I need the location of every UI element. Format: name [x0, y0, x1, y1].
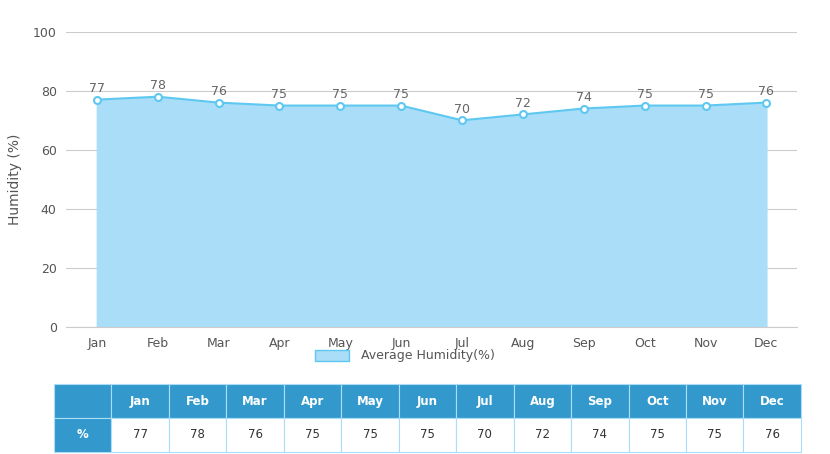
Text: 70: 70: [477, 428, 492, 441]
Text: 78: 78: [149, 79, 166, 92]
Text: Jan: Jan: [129, 395, 150, 408]
Bar: [744, 418, 801, 452]
Bar: [686, 384, 744, 418]
Text: 75: 75: [650, 428, 665, 441]
Bar: [571, 384, 628, 418]
Bar: [514, 384, 571, 418]
Text: 75: 75: [697, 88, 714, 101]
Bar: [628, 418, 686, 452]
Bar: [398, 418, 456, 452]
Bar: [457, 384, 514, 418]
Text: 70: 70: [454, 103, 470, 116]
Bar: [514, 418, 571, 452]
Text: 77: 77: [89, 82, 105, 95]
Text: 78: 78: [190, 428, 205, 441]
Bar: [398, 384, 456, 418]
Text: Aug: Aug: [530, 395, 555, 408]
Text: 77: 77: [133, 428, 148, 441]
Text: Sep: Sep: [588, 395, 613, 408]
Text: Oct: Oct: [646, 395, 669, 408]
Text: 74: 74: [593, 428, 608, 441]
Text: Jun: Jun: [417, 395, 438, 408]
Text: Mar: Mar: [242, 395, 268, 408]
Text: Apr: Apr: [300, 395, 325, 408]
Bar: [168, 418, 227, 452]
Bar: [227, 418, 284, 452]
Text: 76: 76: [759, 85, 774, 98]
Text: 75: 75: [707, 428, 722, 441]
Text: 75: 75: [637, 88, 652, 101]
Bar: [284, 418, 341, 452]
Y-axis label: Humidity (%): Humidity (%): [7, 133, 22, 225]
Text: Feb: Feb: [186, 395, 209, 408]
Text: Nov: Nov: [702, 395, 728, 408]
Bar: [457, 418, 514, 452]
Bar: [111, 384, 168, 418]
Bar: [686, 418, 744, 452]
Text: 75: 75: [420, 428, 435, 441]
Text: Average Humidity(%): Average Humidity(%): [361, 349, 495, 362]
Bar: [227, 384, 284, 418]
Text: 72: 72: [515, 97, 531, 110]
Text: 74: 74: [576, 91, 592, 104]
Text: Jul: Jul: [476, 395, 493, 408]
Bar: [341, 384, 398, 418]
Bar: [341, 418, 398, 452]
Bar: [571, 418, 628, 452]
Text: 76: 76: [247, 428, 262, 441]
Text: 75: 75: [363, 428, 378, 441]
Bar: [111, 418, 168, 452]
Bar: [168, 384, 227, 418]
Text: Dec: Dec: [759, 395, 784, 408]
Bar: [284, 384, 341, 418]
Text: 76: 76: [211, 85, 227, 98]
Bar: [744, 384, 801, 418]
Text: 76: 76: [764, 428, 779, 441]
Bar: [54, 418, 111, 452]
Text: 75: 75: [305, 428, 320, 441]
Text: %: %: [77, 428, 89, 441]
Bar: [54, 384, 111, 418]
Text: 75: 75: [271, 88, 287, 101]
Text: 75: 75: [332, 88, 349, 101]
Bar: [628, 384, 686, 418]
Bar: [315, 350, 349, 361]
Text: May: May: [357, 395, 383, 408]
Text: 75: 75: [393, 88, 409, 101]
Text: 72: 72: [535, 428, 549, 441]
